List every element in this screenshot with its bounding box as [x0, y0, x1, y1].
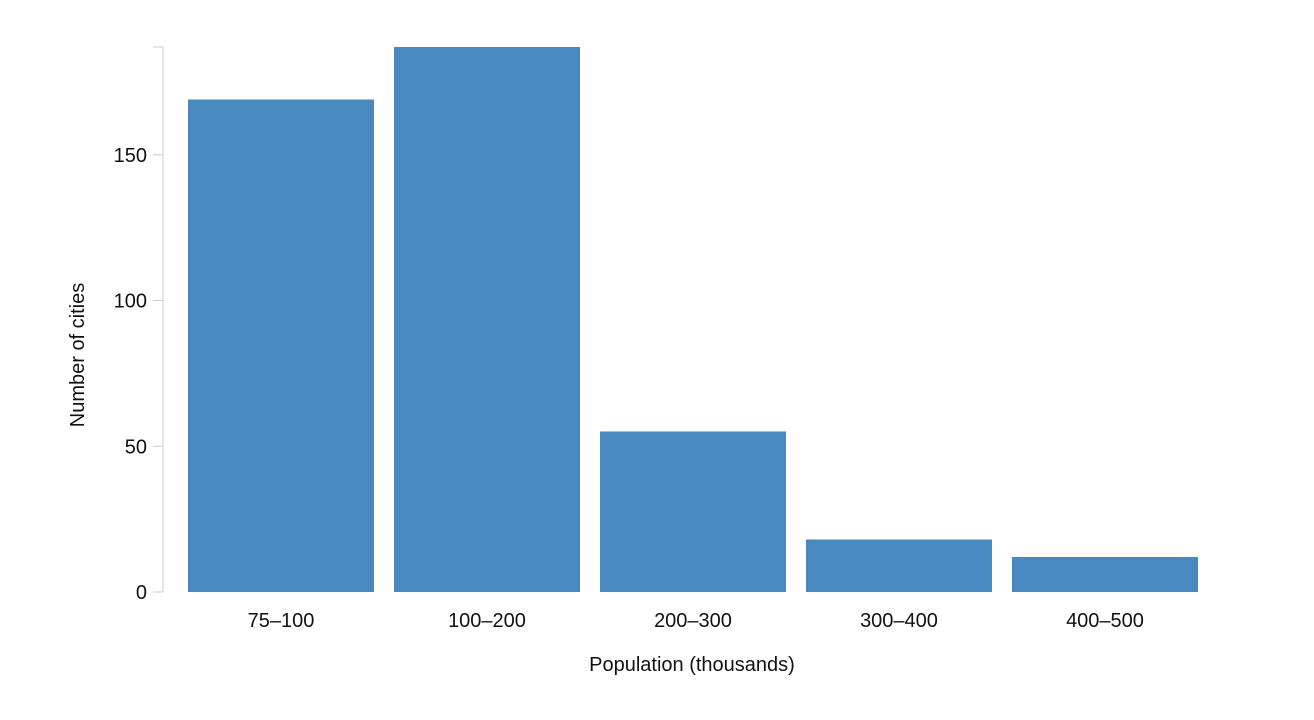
bar-3	[600, 431, 786, 592]
x-tick-label: 200–300	[654, 610, 732, 632]
bar-1	[188, 99, 374, 592]
x-axis: 75–100 100–200 200–300 300–400 400–500	[248, 610, 1144, 632]
y-tick-label: 0	[136, 582, 147, 604]
y-tick-label: 50	[125, 436, 147, 458]
bar-5	[1012, 557, 1198, 592]
x-tick-label: 300–400	[860, 610, 938, 632]
x-axis-title: Population (thousands)	[589, 654, 795, 676]
y-axis: 0 50 100 150	[114, 46, 164, 604]
x-tick-label: 400–500	[1066, 610, 1144, 632]
x-tick-label: 75–100	[248, 610, 315, 632]
y-axis-title: Number of cities	[67, 283, 89, 428]
bar-2	[394, 47, 580, 592]
bars	[188, 47, 1198, 592]
bar-4	[806, 539, 992, 592]
x-tick-label: 100–200	[448, 610, 526, 632]
y-tick-label: 150	[114, 145, 147, 167]
y-tick-label: 100	[114, 291, 147, 313]
